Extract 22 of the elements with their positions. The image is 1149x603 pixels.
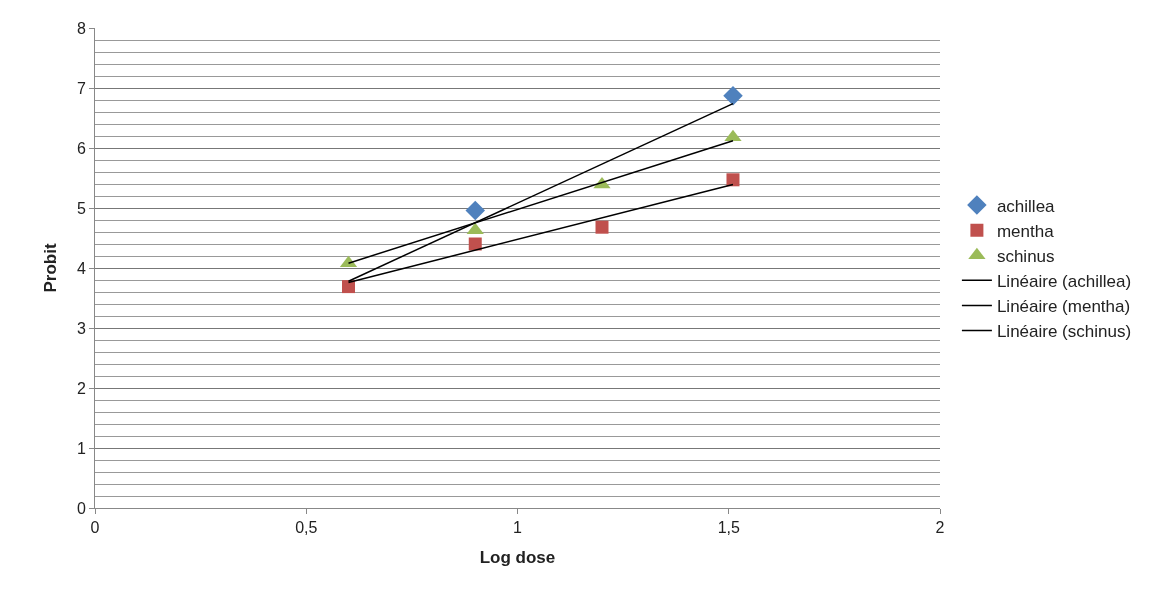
x-tick-label: 2 — [935, 519, 945, 537]
y-tick-label: 7 — [76, 79, 86, 97]
y-tick-label: 1 — [76, 439, 86, 457]
y-tick-label: 2 — [76, 379, 86, 397]
y-tick-label: 4 — [76, 259, 86, 277]
y-tick-label: 6 — [76, 139, 86, 157]
legend-label: Linéaire (schinus) — [996, 322, 1132, 342]
y-tick-label: 8 — [76, 19, 86, 37]
y-tick-label: 0 — [76, 499, 86, 517]
legend-label: Linéaire (achillea) — [996, 271, 1132, 291]
legend-label: mentha — [996, 221, 1055, 241]
x-tick-label: 1 — [513, 519, 523, 537]
y-axis-title: Probit — [41, 243, 61, 293]
y-tick-label: 3 — [76, 319, 86, 337]
x-axis-title: Log dose — [479, 547, 556, 567]
x-tick-label: 0,5 — [295, 519, 318, 537]
x-tick-label: 1,5 — [717, 519, 740, 537]
legend-label: schinus — [996, 246, 1055, 266]
y-tick-label: 5 — [76, 199, 86, 217]
x-tick-label: 0 — [90, 519, 100, 537]
legend-label: achillea — [996, 196, 1056, 216]
legend-label: Linéaire (mentha) — [996, 297, 1131, 317]
